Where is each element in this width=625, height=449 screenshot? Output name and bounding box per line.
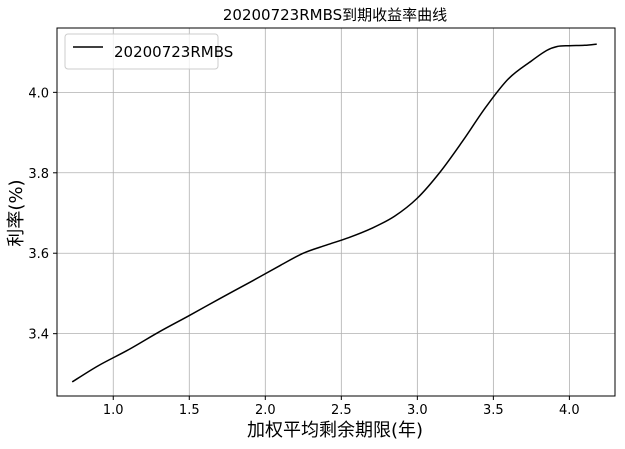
y-axis-label: 利率(%)	[6, 179, 27, 246]
legend-box	[64, 33, 219, 70]
y-tick-label: 3.8	[28, 167, 49, 182]
x-tick-label: 4.0	[559, 403, 580, 418]
y-tick-label: 3.6	[28, 247, 49, 262]
x-tick-label: 2.5	[331, 403, 352, 418]
y-tick-label: 3.4	[28, 328, 49, 343]
x-tick-label: 3.0	[407, 403, 428, 418]
series-layer	[71, 43, 597, 383]
x-tick-label: 1.0	[103, 403, 124, 418]
plot-frame	[56, 27, 616, 397]
x-tick-label: 2.0	[255, 403, 276, 418]
x-axis-label: 加权平均剩余期限(年)	[247, 420, 423, 441]
series-line	[71, 43, 597, 383]
legend-series-label: 20200723RMBS	[114, 43, 233, 61]
x-tick-label: 3.5	[483, 403, 504, 418]
y-tick-label: 4.0	[28, 86, 49, 101]
ticks: 1.0 1.5 2.0 2.5 3.0 3.5 4.0 3.4 3.6 3.8 4.0	[28, 86, 579, 418]
grid	[57, 28, 615, 396]
legend: 20200723RMBS	[64, 33, 233, 70]
chart-title: 20200723RMBS到期收益率曲线	[223, 6, 447, 24]
x-tick-label: 1.5	[179, 403, 200, 418]
